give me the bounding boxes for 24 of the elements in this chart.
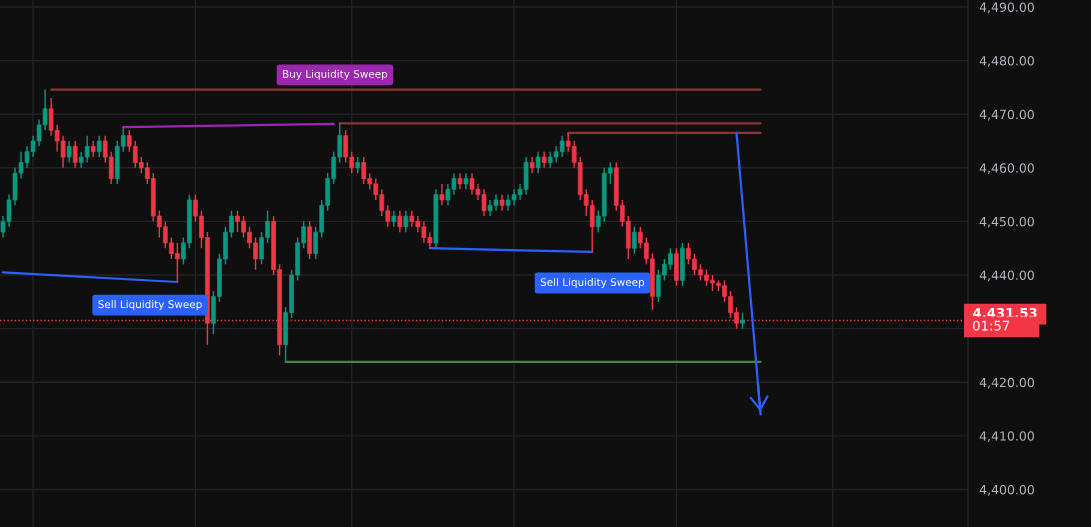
y-tick-label: 4,420.00: [979, 377, 1034, 389]
ref-line-label: 4,431.53: [973, 307, 1037, 320]
candlestick: [66, 140, 72, 164]
candlestick: [631, 226, 637, 255]
y-tick-label: 4,410.00: [979, 431, 1034, 443]
candlestick: [72, 140, 78, 169]
candlestick: [96, 134, 102, 158]
candlestick: [529, 156, 535, 174]
text: 01:57: [973, 320, 1010, 331]
annotation: Sell Liquidity Sweep: [540, 277, 645, 289]
y-tick-label: 4,400.00: [979, 484, 1034, 496]
y-tick-label: 4,460.00: [979, 163, 1034, 175]
y-tick-label: 4,440.00: [979, 270, 1034, 282]
candlestick: [397, 209, 403, 233]
y-tick-label: 4,450.00: [979, 216, 1034, 228]
candlestick: [535, 151, 541, 174]
candlestick: [403, 209, 409, 233]
y-tick-label: 4,480.00: [979, 56, 1034, 67]
annotation: Sell Liquidity Sweep: [98, 300, 202, 311]
y-tick-label: 4,490.00: [979, 2, 1034, 14]
candlestick: [90, 140, 96, 158]
annotation: Buy Liquidity Sweep: [283, 69, 388, 80]
candlestick: [439, 183, 445, 207]
y-tick-label: 4,470.00: [979, 109, 1034, 121]
